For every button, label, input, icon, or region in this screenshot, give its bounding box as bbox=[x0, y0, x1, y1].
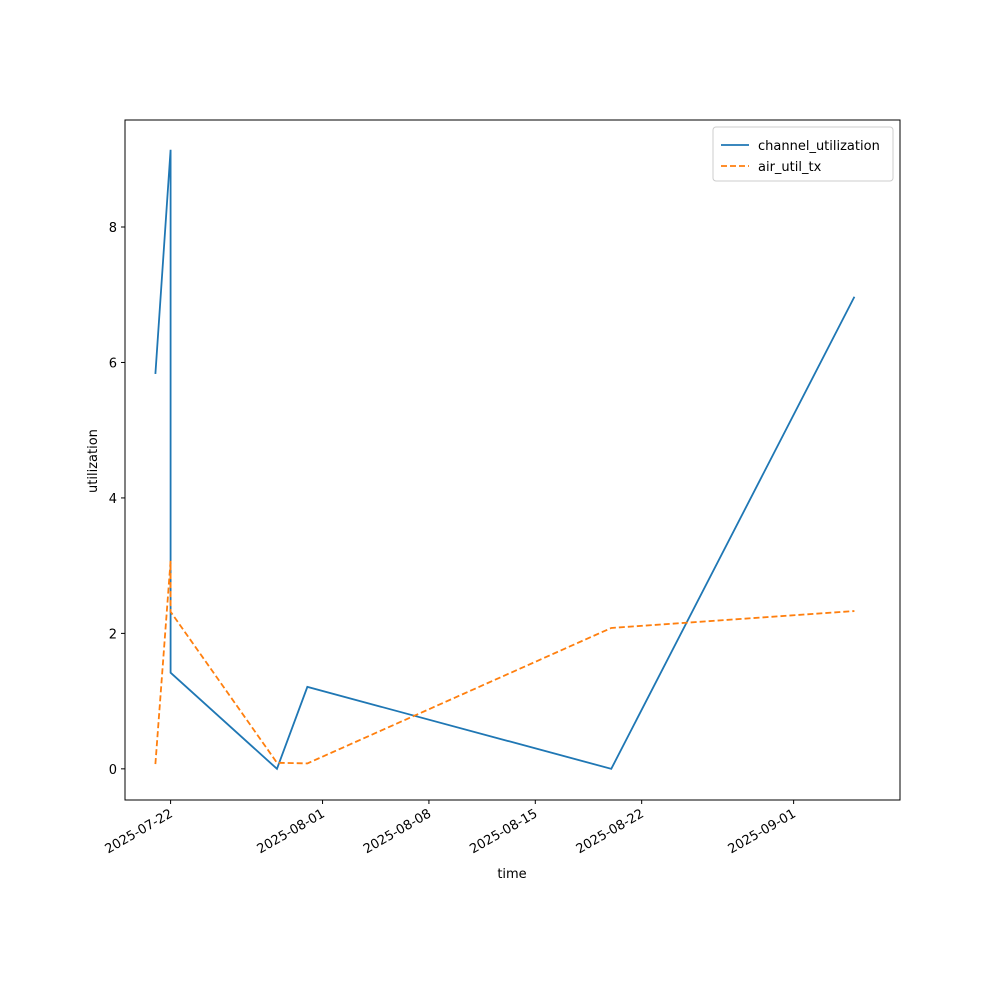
x-tick-label: 2025-09-01 bbox=[726, 806, 799, 857]
legend-label: air_util_tx bbox=[758, 160, 822, 175]
line bbox=[154, 149, 856, 771]
x-tick-label: 2025-08-22 bbox=[574, 806, 647, 857]
y-tick-label: 8 bbox=[109, 221, 117, 236]
y-axis-label: utilization bbox=[86, 429, 101, 493]
x-axis-label: time bbox=[497, 867, 526, 882]
axes-frame bbox=[124, 119, 901, 801]
y-tick-label: 0 bbox=[109, 763, 117, 778]
x-tick-label: 2025-07-22 bbox=[103, 806, 176, 857]
y-tick-label: 6 bbox=[109, 356, 117, 371]
x-tick-label: 2025-08-01 bbox=[255, 806, 328, 857]
line bbox=[154, 560, 855, 765]
x-tick-label: 2025-08-15 bbox=[467, 806, 540, 857]
legend-label: channel_utilization bbox=[758, 139, 880, 154]
legend-box bbox=[712, 126, 894, 182]
y-tick-label: 4 bbox=[109, 492, 117, 507]
y-tick-label: 2 bbox=[109, 627, 117, 642]
x-tick-label: 2025-08-08 bbox=[361, 806, 434, 857]
